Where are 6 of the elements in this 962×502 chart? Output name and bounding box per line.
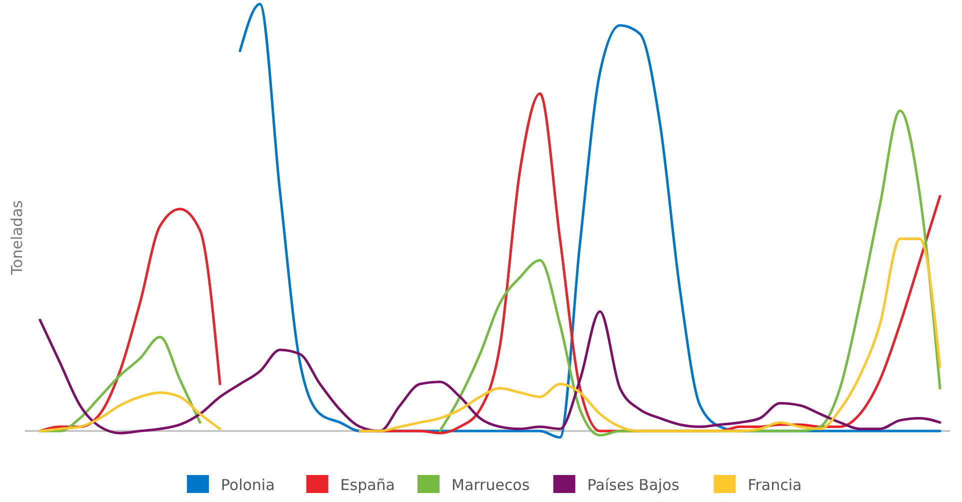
y-axis-title: Toneladas bbox=[8, 200, 26, 276]
legend-label: Francia bbox=[748, 476, 802, 494]
legend-label: Marruecos bbox=[452, 476, 530, 494]
legend-label: Polonia bbox=[220, 476, 275, 494]
legend-label: Países Bajos bbox=[587, 476, 680, 494]
legend-label: España bbox=[340, 476, 396, 494]
